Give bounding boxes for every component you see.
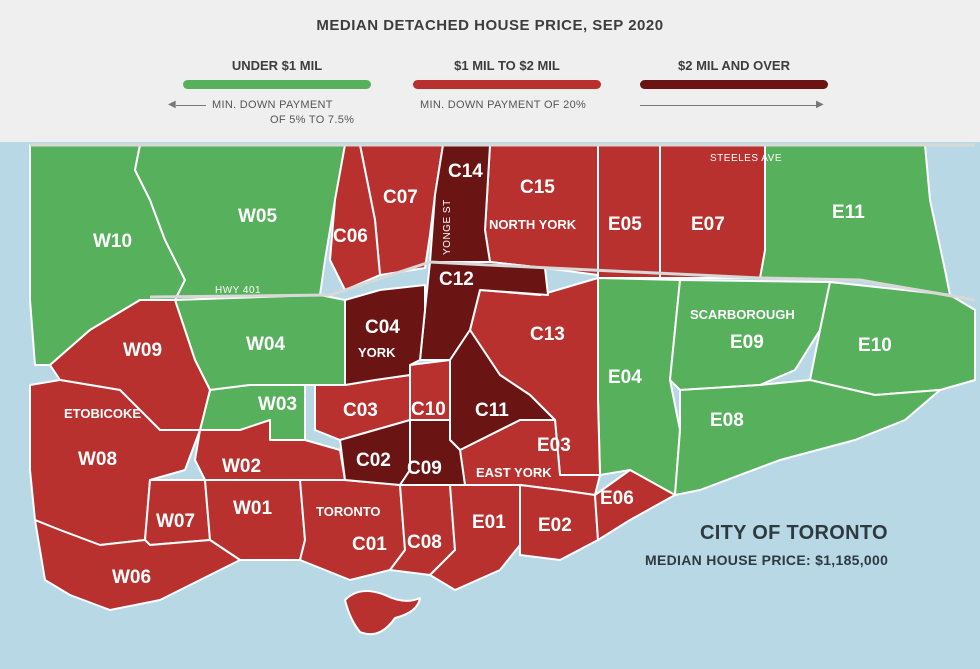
- district-e07: [659, 144, 766, 279]
- right-arrow-line: [640, 105, 818, 106]
- left-arrow-icon: ◀: [168, 99, 176, 110]
- label-w09: W09: [123, 340, 162, 361]
- label-e08: E08: [710, 410, 744, 431]
- legend-note-right: MIN. DOWN PAYMENT OF 20%: [420, 99, 587, 111]
- district-c04: [344, 284, 426, 386]
- legend-under-1mil-bar: [183, 80, 371, 89]
- label-c02: C02: [356, 450, 391, 471]
- city-title: CITY OF TORONTO: [700, 522, 888, 544]
- area-north-york: NORTH YORK: [489, 217, 577, 232]
- label-c11: C11: [475, 400, 509, 421]
- label-w08: W08: [78, 449, 117, 470]
- median-price-label: MEDIAN HOUSE PRICE: $1,185,000: [645, 552, 889, 568]
- label-w10: W10: [93, 231, 132, 252]
- legend-over-2mil-label: $2 MIL AND OVER: [678, 58, 790, 73]
- label-c04: C04: [365, 317, 400, 338]
- label-w02: W02: [222, 456, 261, 477]
- label-e03: E03: [537, 435, 571, 456]
- label-c13: C13: [530, 324, 565, 345]
- district-e02: [519, 484, 599, 561]
- label-w03: W03: [258, 394, 297, 415]
- steeles-ave-label: STEELES AVE: [710, 153, 782, 164]
- legend-1-to-2mil-bar: [413, 80, 601, 89]
- label-e01: E01: [472, 512, 506, 533]
- label-e11: E11: [832, 202, 865, 223]
- label-w06: W06: [112, 567, 151, 588]
- yonge-st-label: YONGE ST: [442, 199, 453, 255]
- label-e05: E05: [608, 214, 642, 235]
- label-w05: W05: [238, 206, 278, 227]
- right-arrow-icon: ▶: [816, 99, 824, 110]
- label-w07: W07: [156, 511, 195, 532]
- label-c12: C12: [439, 269, 474, 290]
- area-toronto: TORONTO: [316, 504, 381, 519]
- label-c01: C01: [352, 534, 387, 555]
- hwy-401-road: [149, 260, 976, 302]
- label-c06: C06: [333, 226, 368, 247]
- label-c08: C08: [407, 532, 442, 553]
- label-c15: C15: [520, 177, 555, 198]
- label-c03: C03: [343, 400, 378, 421]
- label-e09: E09: [730, 332, 764, 353]
- area-scarborough: SCARBOROUGH: [690, 307, 795, 322]
- area-york: YORK: [358, 345, 396, 360]
- district-w09: [49, 299, 211, 431]
- label-w01: W01: [233, 498, 273, 519]
- label-c09: C09: [407, 458, 442, 479]
- label-c07: C07: [383, 187, 418, 208]
- area-etobicoke: ETOBICOKE: [64, 406, 141, 421]
- toronto-islands: [344, 590, 421, 636]
- legend-under-1mil-label: UNDER $1 MIL: [231, 58, 323, 73]
- district-w06: [34, 519, 241, 611]
- label-e06: E06: [600, 488, 634, 509]
- district-c01: [299, 479, 406, 581]
- district-e06: [594, 469, 676, 541]
- label-c14: C14: [448, 161, 483, 182]
- district-c09: [399, 419, 466, 486]
- legend-note-left-line1: MIN. DOWN PAYMENT: [212, 99, 333, 111]
- legend-1-to-2mil-label: $1 MIL TO $2 MIL: [454, 58, 560, 73]
- label-w04: W04: [246, 334, 286, 355]
- legend-note-left-line2: OF 5% TO 7.5%: [270, 114, 355, 126]
- district-e05: [597, 144, 661, 279]
- legend-over-2mil-bar: [640, 80, 828, 89]
- legend-title: MEDIAN DETACHED HOUSE PRICE, SEP 2020: [316, 17, 664, 34]
- label-e10: E10: [858, 335, 892, 356]
- label-e02: E02: [538, 515, 572, 536]
- area-east-york: EAST YORK: [476, 465, 552, 480]
- legend-panel: MEDIAN DETACHED HOUSE PRICE, SEP 2020 UN…: [0, 0, 980, 142]
- district-c15: [484, 144, 599, 276]
- district-e10: [809, 281, 976, 396]
- left-arrow-line: [176, 105, 206, 106]
- district-c06: [329, 144, 381, 291]
- label-e04: E04: [608, 367, 642, 388]
- hwy-401-label: HWY 401: [215, 285, 261, 296]
- label-c10: C10: [411, 399, 446, 420]
- district-e08: [674, 379, 941, 496]
- label-e07: E07: [691, 214, 725, 235]
